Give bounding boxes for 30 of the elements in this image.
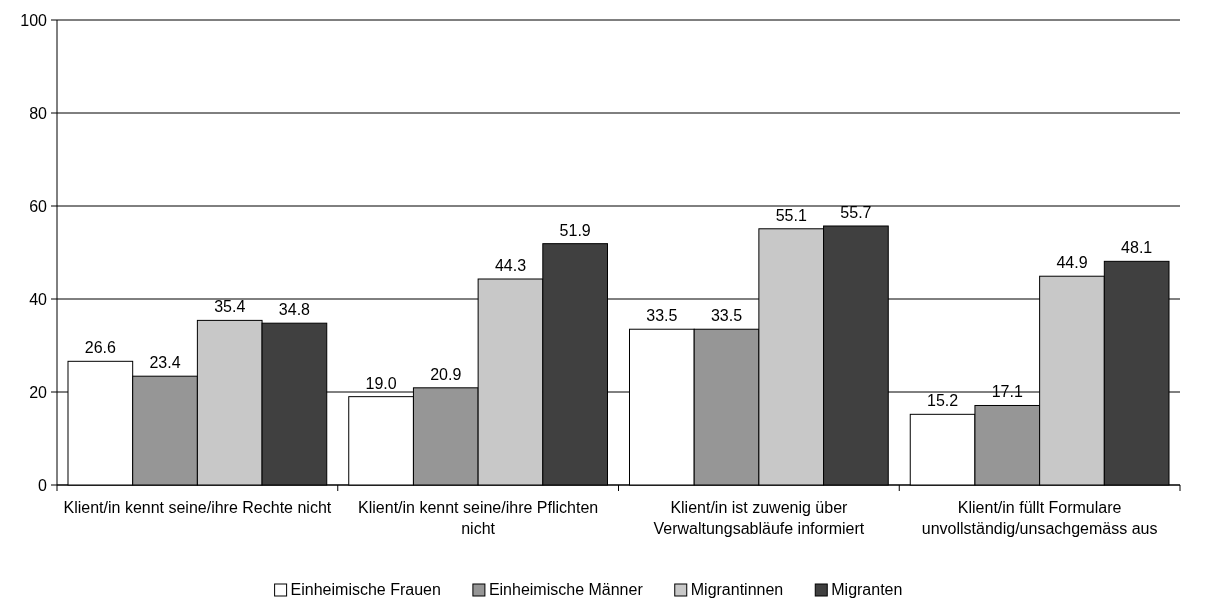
data-label: 34.8 — [278, 301, 311, 319]
y-tick-label: 40 — [29, 290, 48, 308]
x-tick-label: Klient/in kennt seine/ihre Pflichten nicht — [358, 499, 599, 537]
data-label: 44.3 — [494, 257, 527, 275]
legend-label: Migrantinnen — [690, 581, 784, 598]
y-tick-label: 20 — [29, 383, 48, 401]
legend-label: Einheimische Männer — [488, 581, 644, 598]
y-tick-label: 80 — [29, 104, 48, 122]
legend-label: Migranten — [831, 581, 903, 598]
data-label: 15.2 — [927, 392, 959, 410]
data-label: 55.1 — [775, 206, 807, 224]
y-tick-label: 0 — [38, 476, 48, 494]
data-label: 33.5 — [710, 307, 743, 325]
data-label: 48.1 — [1121, 239, 1153, 257]
x-tick-label: Klient/in kennt seine/ihre Rechte nicht — [63, 499, 332, 516]
y-tick-label: 100 — [20, 11, 48, 29]
data-label: 17.1 — [991, 383, 1023, 401]
x-tick-label: Klient/in ist zuwenig über Verwaltungsabläufe informiert — [653, 499, 865, 537]
legend-label: Einheimische Frauen — [290, 581, 441, 598]
data-label: 35.4 — [214, 298, 246, 316]
data-label: 55.7 — [840, 203, 872, 221]
data-label: 23.4 — [149, 354, 181, 372]
y-tick-label: 60 — [29, 197, 48, 215]
data-label: 33.5 — [646, 307, 678, 325]
data-label: 51.9 — [559, 221, 591, 239]
data-label: 44.9 — [1056, 254, 1088, 272]
data-label: 20.9 — [430, 365, 462, 383]
data-label: 19.0 — [365, 374, 397, 392]
data-label: 26.6 — [84, 339, 117, 357]
x-tick-label: Klient/in füllt Formulare unvollständig/unsachgemäss aus — [921, 499, 1158, 537]
